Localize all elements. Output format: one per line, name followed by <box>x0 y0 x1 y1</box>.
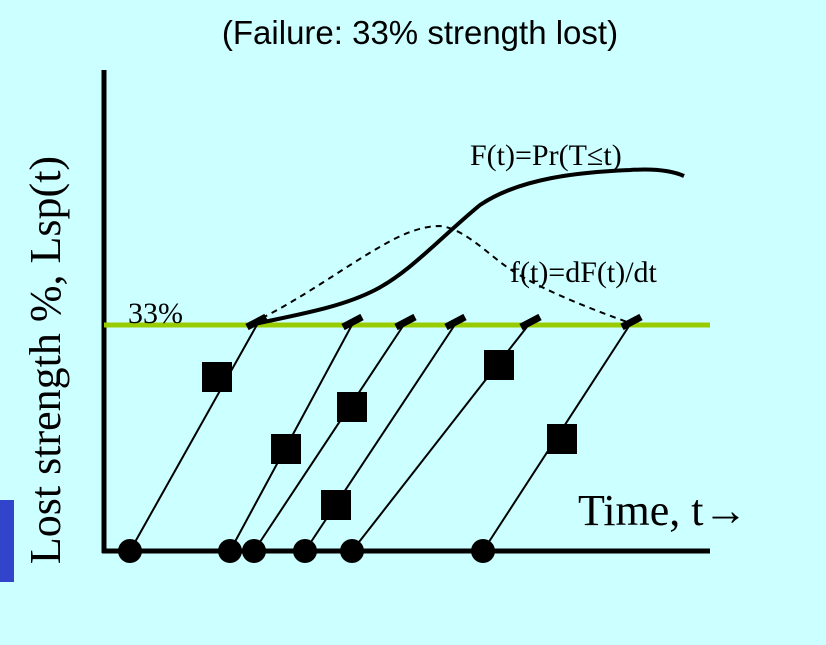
degradation-path <box>129 322 259 552</box>
x-axis-label: Time, t→ <box>578 486 748 535</box>
pdf-label: f(t)=dF(t)/dt <box>510 256 658 289</box>
failure-tick <box>444 313 467 331</box>
degradation-path <box>253 322 406 552</box>
threshold-label: 33% <box>128 297 183 330</box>
start-point <box>118 539 142 563</box>
measurement-markers <box>202 350 577 520</box>
measurement-marker <box>321 490 351 520</box>
diagram-title: (Failure: 33% strength lost) <box>222 14 618 51</box>
measurement-marker <box>271 434 301 464</box>
y-axis-label: Lost strength %, Lsp(t) <box>21 156 70 564</box>
start-point <box>293 539 317 563</box>
start-point <box>471 539 495 563</box>
pdf-curve <box>251 224 631 324</box>
start-point <box>242 539 266 563</box>
measurement-marker <box>484 350 514 380</box>
measurement-marker <box>337 392 367 422</box>
failure-tick <box>394 313 417 331</box>
side-tab <box>0 500 14 582</box>
failure-tick <box>519 313 542 331</box>
cdf-curve <box>249 167 685 327</box>
cdf-label: F(t)=Pr(T≤t) <box>470 139 622 172</box>
failure-tick <box>620 313 643 331</box>
start-point <box>340 539 364 563</box>
failure-tick <box>341 313 364 331</box>
start-points <box>118 539 495 563</box>
start-point <box>218 539 242 563</box>
measurement-marker <box>547 424 577 454</box>
measurement-marker <box>202 362 232 392</box>
